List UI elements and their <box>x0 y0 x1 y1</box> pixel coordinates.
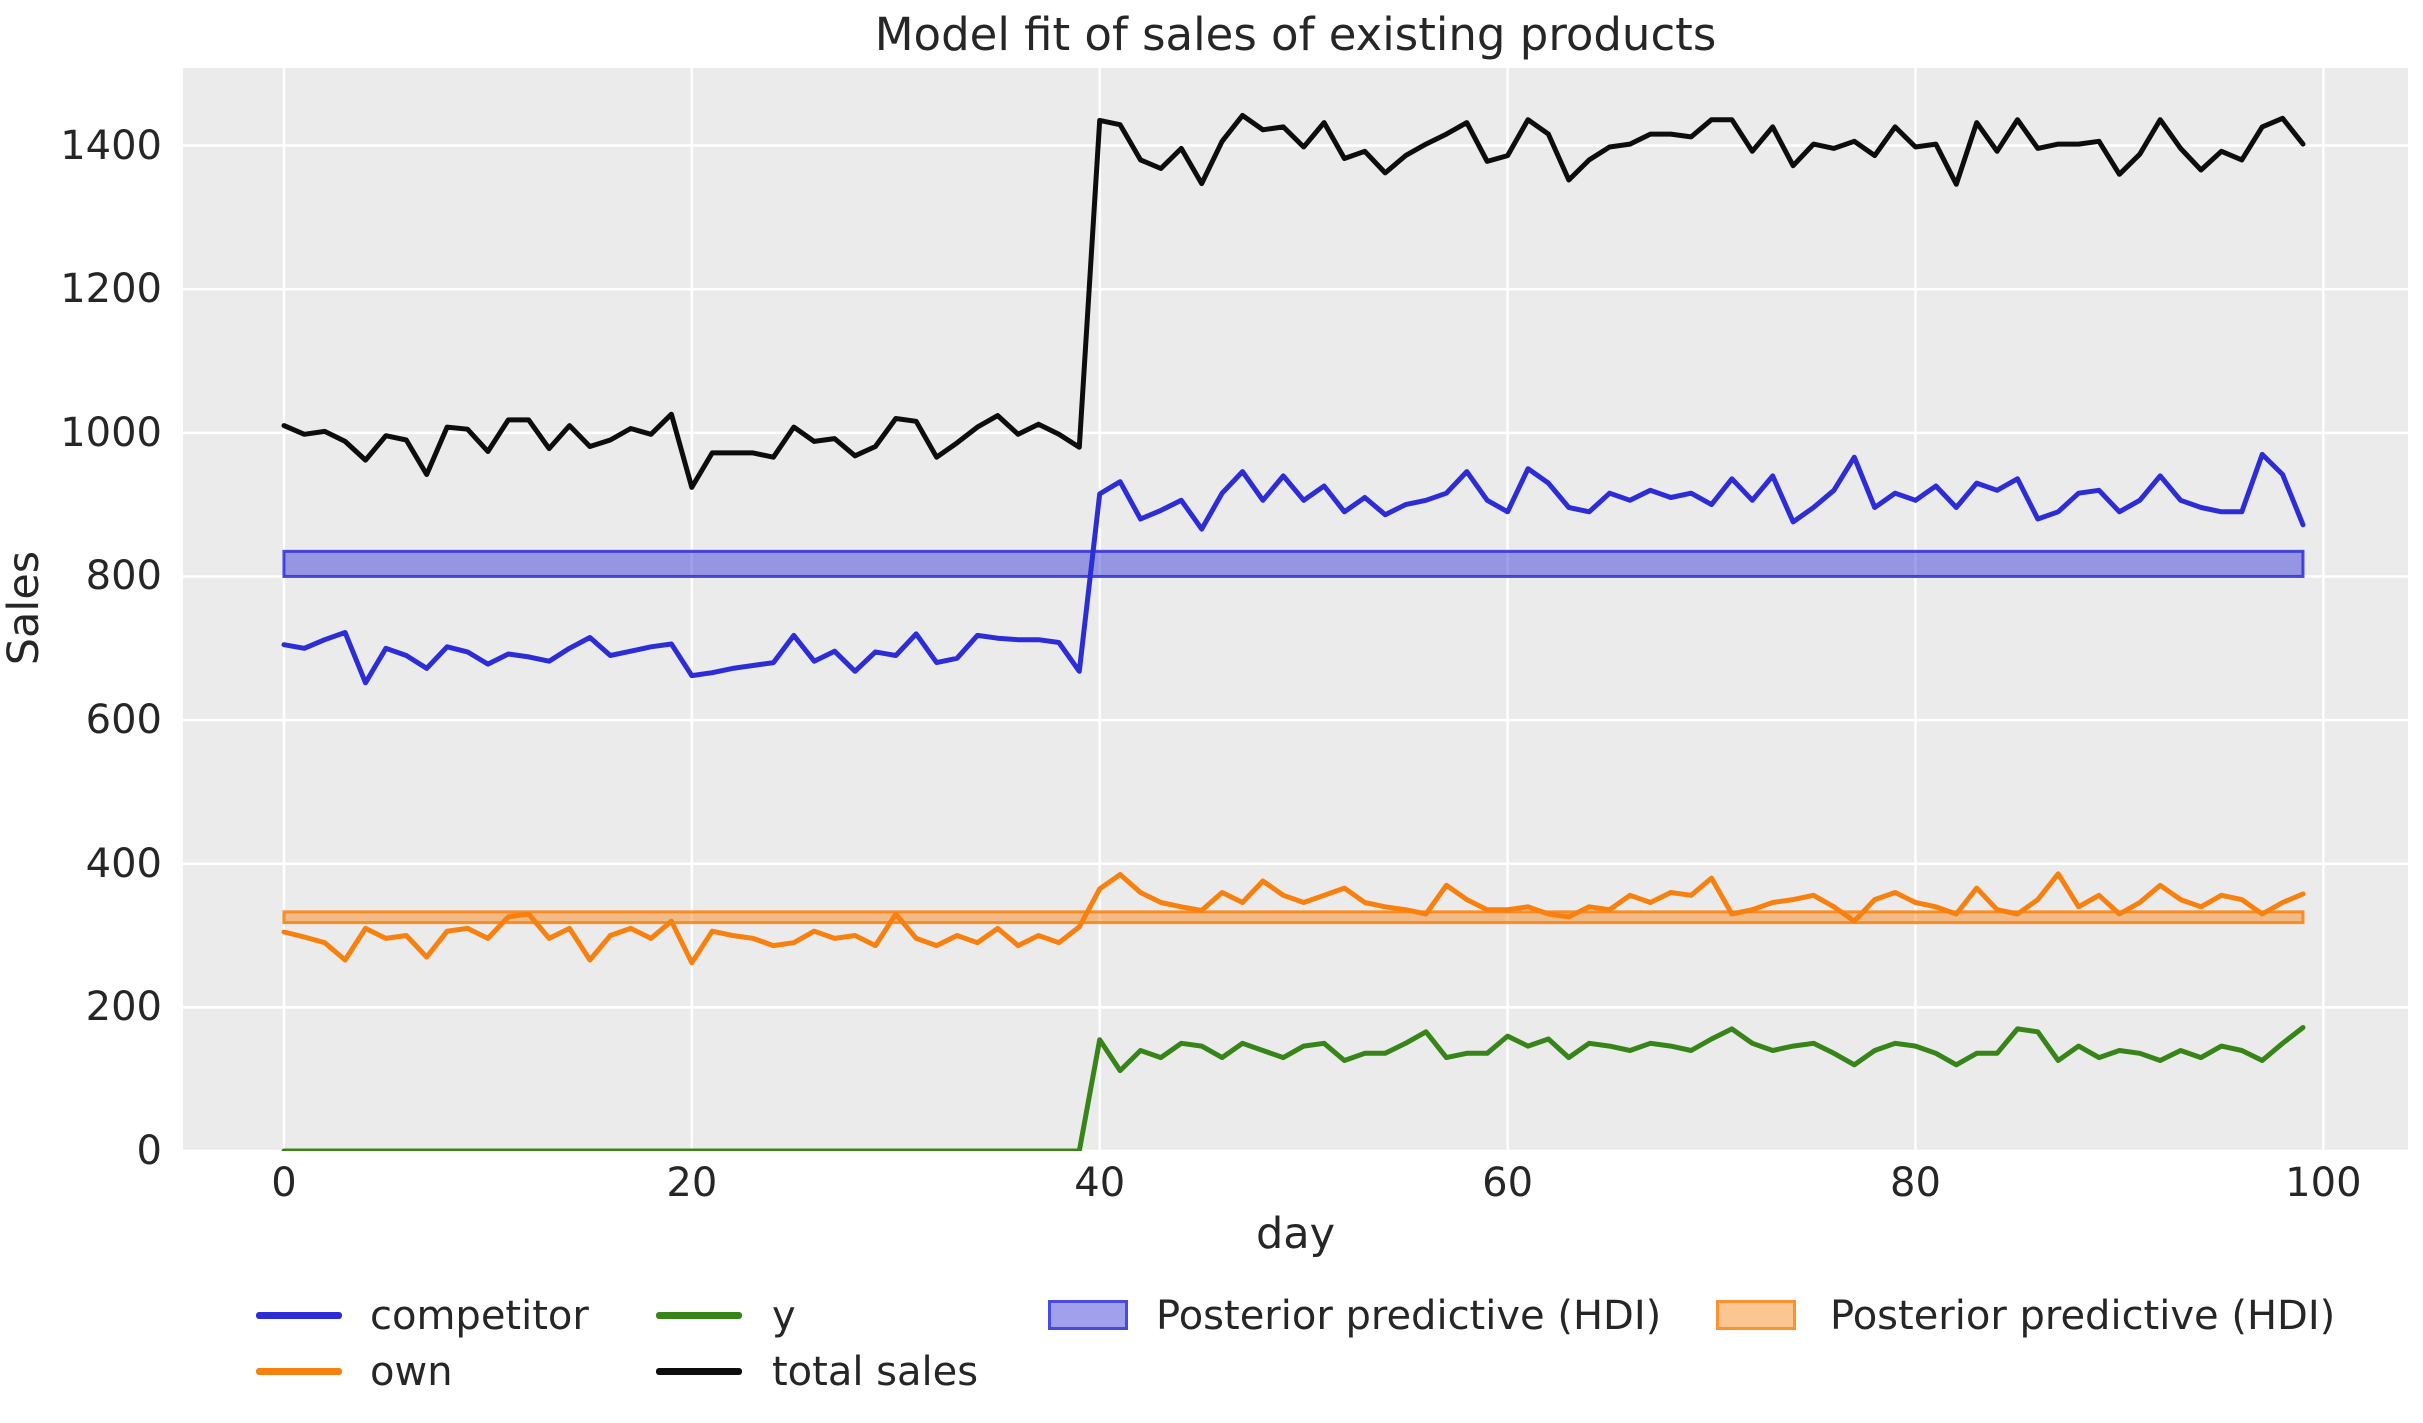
x-tick-label-40: 40 <box>1074 1160 1126 1206</box>
y-tick-label-200: 200 <box>85 984 162 1031</box>
legend-label-competitor: competitor <box>370 1293 589 1339</box>
x-tick-label-80: 80 <box>1890 1160 1941 1206</box>
y-tick-label-1000: 1000 <box>60 409 162 456</box>
x-tick-label-60: 60 <box>1482 1160 1534 1206</box>
x-tick-label-20: 20 <box>666 1160 718 1206</box>
hdi-band-own <box>282 910 2305 925</box>
y-tick-label-600: 600 <box>85 697 162 744</box>
line-competitor <box>281 451 2306 686</box>
chart-svg <box>183 68 2408 1151</box>
legend-label-y: y <box>772 1293 796 1339</box>
plot-area <box>183 68 2408 1151</box>
hdi-band-competitor <box>282 549 2305 578</box>
y-tick-label-0: 0 <box>136 1128 162 1174</box>
legend-line-swatch-own <box>256 1368 342 1375</box>
x-tick-label-0: 0 <box>271 1160 297 1206</box>
y-tick-label-400: 400 <box>85 840 162 887</box>
line-own <box>281 871 2306 966</box>
line-y <box>281 1025 2306 1151</box>
legend-line-swatch-y <box>656 1312 742 1319</box>
y-tick-label-800: 800 <box>85 553 162 600</box>
legend-patch-swatch-orange <box>1716 1300 1796 1330</box>
x-tick-label-100: 100 <box>2285 1160 2362 1206</box>
legend-label-own: own <box>370 1349 453 1395</box>
legend-line-swatch-competitor <box>256 1312 342 1319</box>
chart-title: Model fit of sales of existing products <box>874 8 1717 61</box>
y-tick-label-1200: 1200 <box>60 266 162 313</box>
legend-label-posterior-predictive-hdi-: Posterior predictive (HDI) <box>1156 1293 1662 1339</box>
x-axis-label: day <box>1255 1209 1336 1259</box>
y-tick-label-1400: 1400 <box>60 122 162 169</box>
y-axis-label: Sales <box>0 550 49 666</box>
legend-line-swatch-total-sales <box>656 1368 742 1375</box>
legend-label-posterior-predictive-hdi-: Posterior predictive (HDI) <box>1830 1293 2336 1339</box>
legend-label-total-sales: total sales <box>772 1349 979 1395</box>
legend-patch-swatch-blue <box>1048 1300 1128 1330</box>
line-total-sales <box>281 112 2306 490</box>
